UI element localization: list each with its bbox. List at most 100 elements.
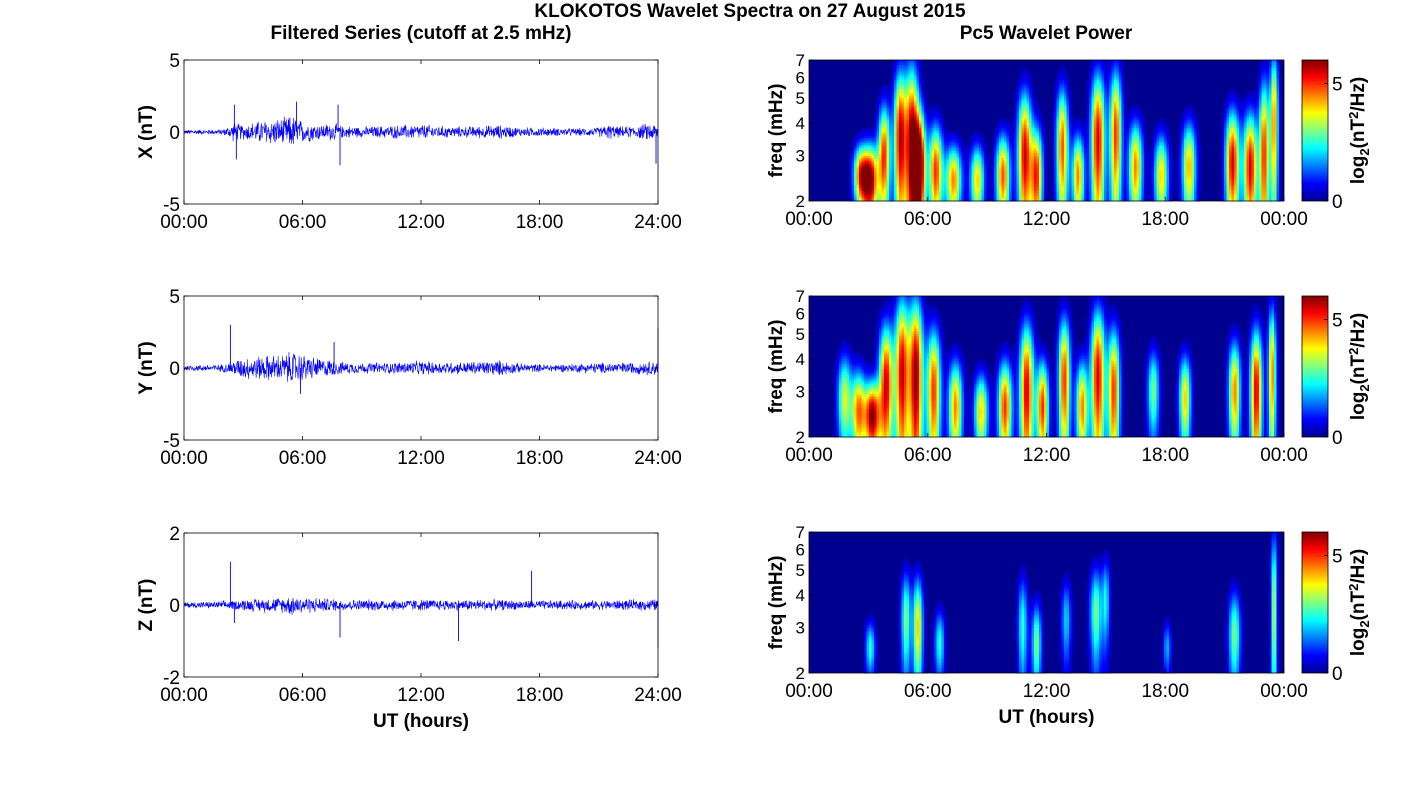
spectrum-cell [976,190,980,194]
spectrum-cell [936,155,940,159]
spectrum-cell [1064,133,1067,136]
spectrum-cell [931,158,935,162]
spectrum-cell [1139,190,1142,194]
spectrum-cell [921,115,925,119]
spectrum-cell [874,183,877,187]
spectrum-cell [904,133,907,136]
spectrum-cell [1091,160,1095,164]
spectrum-cell [891,80,895,84]
spectrum-cell [1096,127,1100,131]
spectrum-cell [1156,190,1160,194]
spectrum-cell [1121,190,1125,194]
spectrum-cell [1111,145,1115,149]
spectrum-cell [1104,193,1107,197]
spectrum-cell [899,60,902,63]
spectrum-cell [869,148,872,152]
spectrum-cell [1054,102,1057,106]
spectrum-cell [909,150,912,154]
spectrum-cell [1034,133,1037,136]
spectrum-cell [1061,190,1065,194]
spectrum-cell [1064,175,1067,179]
spectrum-cell [1096,195,1100,199]
spectrum-cell [1024,193,1027,197]
spectrum-cell [1124,150,1127,154]
spectrum-cell [1081,183,1085,187]
spectrum-cell [1034,127,1037,131]
spectrum-cell [859,158,862,162]
spectrum-cell [1089,150,1092,154]
spectrum-cell [1086,173,1090,177]
spectrum-cell [931,168,935,172]
spectrum-cell [881,105,885,109]
spectrum-cell [976,145,980,149]
spectrum-cell [1021,120,1025,124]
spectrum-cell [849,155,852,159]
spectrum-cell [1104,190,1107,194]
signal-line [183,597,659,616]
spectrum-cell [916,198,920,202]
spectrum-cell [924,105,927,109]
spectrum-cell [959,183,962,187]
spectrum-cell [974,193,977,197]
spectrum-cell [1136,140,1140,144]
spectrum-cell [1031,90,1035,94]
spectrum-cell [926,178,930,182]
spectrum-cell [1064,80,1067,84]
spectrum-cell [914,150,917,154]
spectrum-cell [859,188,862,192]
spectrum-cell [1136,160,1140,164]
spectrum-cell [866,133,870,136]
spectrum-cell [904,122,907,126]
spectrum-cell [974,170,977,174]
spectrum-cell [1024,100,1027,104]
spectrum-cell [901,138,905,141]
spectrum-cell [1026,97,1030,101]
spectrum-cell [999,155,1002,159]
spectrum-cell [1054,195,1057,199]
spectrum-cell [856,190,860,194]
spectrum-cell [966,145,970,149]
spectrum-cell [1136,115,1140,119]
spectrum-cell [1029,145,1032,149]
spectrum-cell [1106,195,1110,199]
spectrum-cell [1099,82,1102,86]
spectrum-cell [911,193,915,197]
spectrum-cell [1019,135,1022,139]
spectrum-cell [986,153,990,157]
spectrum-cell [924,100,927,104]
spectrum-cell [1091,107,1095,111]
spectrum-cell [1149,155,1152,159]
spectrum-cell [966,195,970,199]
spectrum-cell [1104,140,1107,144]
spectrum-cell [874,133,877,136]
spectrum-cell [899,62,902,66]
spectrum-cell [1024,160,1027,164]
spectrum-cell [1059,120,1062,124]
x-tick-label: 12:00 [397,448,445,469]
spectrum-cell [1026,122,1030,126]
x-tick-label: 24:00 [634,685,682,706]
spectrum-cell [869,150,872,154]
spectrum-cell [949,153,952,157]
spectrum-cell [916,125,920,129]
spectrum-cell [1036,122,1040,126]
spectrum-cell [1109,72,1112,76]
spectrum-cell [976,163,980,167]
spectrum-cell [1139,188,1142,192]
spectrum-cell [1116,180,1120,184]
spectrum-cell [1134,150,1137,154]
spectrum-cell [1041,175,1045,179]
spectrum-cell [859,193,862,197]
spectrum-cell [1009,195,1012,199]
spectrum-cell [1001,188,1005,192]
spectrum-cell [864,188,867,192]
spectrum-cell [876,138,880,141]
spectrum-cell [896,122,900,126]
spectrum-cell [1126,122,1130,126]
spectrum-cell [889,82,892,86]
spectrum-cell [914,158,917,162]
spectrum-cell [909,195,912,199]
spectrum-cell [1159,183,1162,187]
spectrum-cell [1121,112,1125,116]
spectrum-cell [899,158,902,162]
